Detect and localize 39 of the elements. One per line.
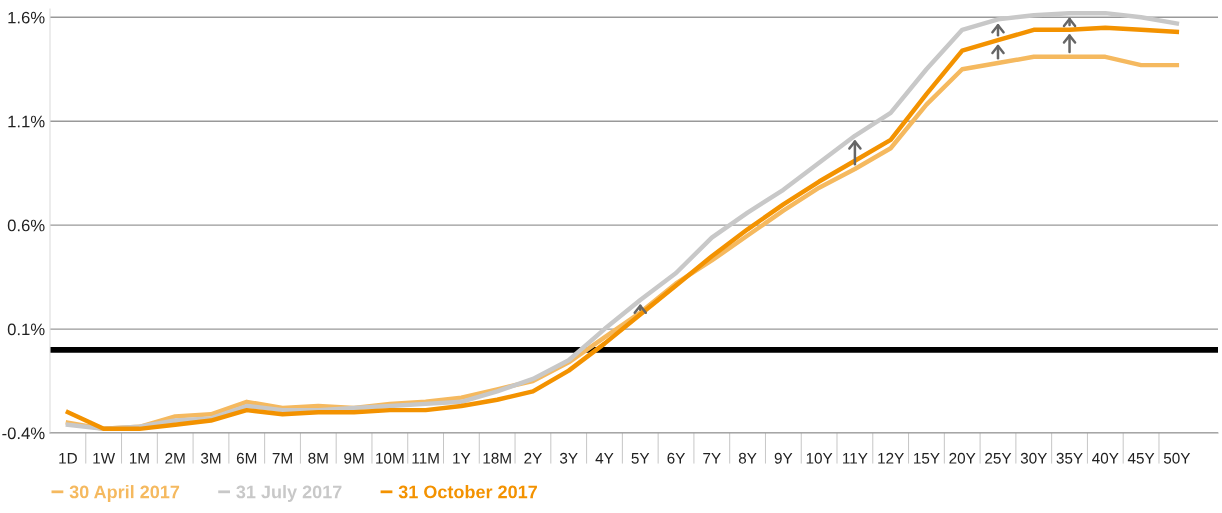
legend-label: 30 April 2017: [69, 485, 180, 502]
x-tick-label: 7Y: [703, 453, 721, 464]
x-tick-label: 30Y: [1020, 452, 1048, 464]
x-tick-label: 5Y: [631, 453, 650, 464]
y-tick-label: 0.1%: [7, 323, 45, 336]
legend-label: 31 October 2017: [398, 485, 537, 499]
x-tick-label: 8Y: [738, 452, 757, 464]
x-tick-label: 1W: [93, 453, 116, 464]
x-tick-label: 11Y: [843, 453, 868, 464]
x-tick-label: 3Y: [559, 452, 578, 464]
x-tick-label: 10Y: [806, 452, 833, 464]
y-tick-label: -0.4%: [2, 427, 45, 440]
x-tick-label: 15Y: [914, 453, 940, 464]
x-tick-label: 40Y: [1092, 452, 1119, 464]
x-tick-label: 4Y: [595, 453, 614, 464]
y-tick-label: 1.6%: [8, 11, 45, 24]
y-tick-label: 0.6%: [7, 219, 45, 232]
x-tick-label: 6Y: [667, 452, 686, 464]
x-tick-label: 1D: [59, 453, 77, 464]
x-tick-label: 1M: [129, 453, 149, 464]
x-tick-label: 9Y: [774, 452, 793, 464]
x-tick-label: 2Y: [524, 452, 542, 464]
x-tick-label: 12Y: [878, 452, 904, 464]
x-tick-label: 7M: [272, 453, 292, 464]
x-tick-label: 2M: [165, 452, 185, 464]
y-tick-label: 1.1%: [8, 115, 45, 128]
x-tick-label: 8M: [308, 452, 328, 464]
x-tick-label: 18M: [483, 452, 511, 464]
x-tick-label: 3M: [200, 452, 221, 464]
x-tick-label: 11M: [412, 453, 439, 464]
x-tick-label: 45Y: [1127, 453, 1155, 464]
x-tick-label: 50Y: [1163, 452, 1191, 464]
x-tick-label: 35Y: [1056, 452, 1083, 464]
x-tick-label: 9M: [344, 452, 364, 464]
x-tick-label: 25Y: [985, 452, 1012, 464]
x-tick-label: 10M: [376, 452, 404, 464]
x-tick-label: 20Y: [949, 452, 976, 464]
x-tick-label: 6M: [236, 452, 257, 464]
x-tick-label: 1Y: [453, 453, 471, 464]
